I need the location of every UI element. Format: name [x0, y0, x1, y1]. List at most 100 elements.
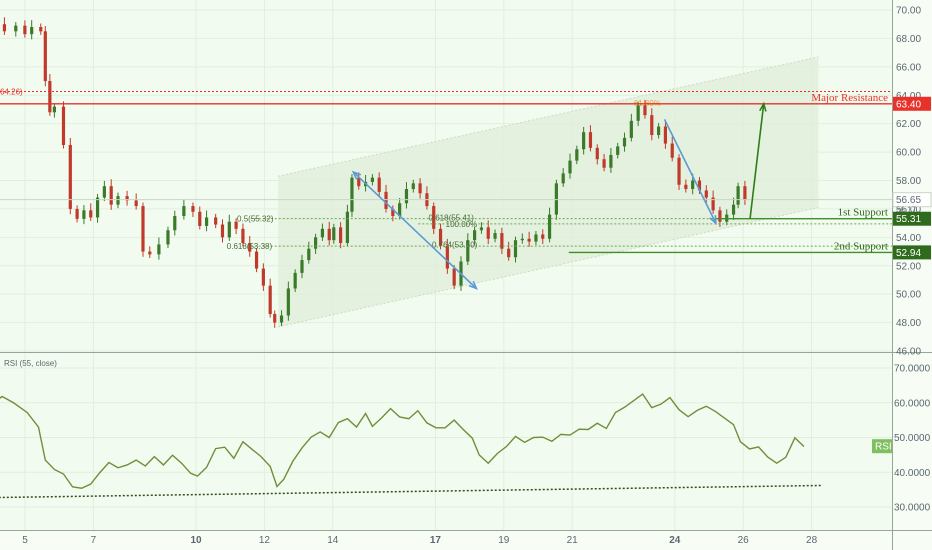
- candle-body: [418, 183, 422, 194]
- candle-body: [398, 203, 402, 217]
- price-tick-label: 58.00: [896, 176, 921, 187]
- second-support-tag-bg: [893, 245, 931, 260]
- time-tick-label: 24: [669, 535, 681, 546]
- candle-body: [157, 244, 161, 255]
- candle-body: [438, 228, 443, 246]
- rsi-tag: RSI: [875, 442, 892, 453]
- candle-body: [452, 268, 456, 286]
- candle-body: [663, 126, 668, 144]
- candle-body: [14, 25, 18, 32]
- major-resistance-label: Major Resistance: [811, 92, 888, 104]
- candle-body: [214, 217, 218, 225]
- candle-body: [116, 196, 120, 205]
- blue-retracement-arrow-head: [351, 170, 362, 180]
- candle-body: [300, 260, 304, 273]
- candle-body: [547, 214, 552, 239]
- candle-body: [89, 210, 93, 218]
- rsi-tick-label: 30.0000: [894, 503, 931, 514]
- candle-body: [609, 154, 613, 168]
- rsi-tick-label: 70.0000: [894, 364, 931, 375]
- candle-body: [670, 143, 674, 158]
- candle-body: [279, 315, 284, 323]
- candle-body: [350, 177, 354, 212]
- time-tick-label: 17: [430, 535, 442, 546]
- price-tick-label: 54.00: [896, 233, 921, 244]
- rsi-tick-label: 60.0000: [894, 398, 931, 409]
- candle-body: [479, 227, 484, 231]
- fib-05-label: 0.5(55.32): [237, 215, 274, 224]
- candle-body: [248, 243, 252, 252]
- candle-body: [173, 216, 177, 231]
- blue-drop-arrow: [663, 119, 717, 224]
- candle-body: [656, 126, 661, 136]
- candle-body: [357, 177, 361, 187]
- second-support-label: 2nd Support: [834, 240, 888, 252]
- candle-body: [568, 160, 572, 174]
- candle-body: [432, 206, 436, 229]
- candle-body: [204, 217, 209, 226]
- blue-drop-arrow-head: [709, 215, 717, 225]
- candle-body: [588, 132, 593, 148]
- price-tick-label: 68.00: [896, 34, 921, 45]
- candle-body: [314, 237, 318, 249]
- candle-body: [736, 186, 740, 205]
- candle-body: [473, 230, 477, 241]
- candle-body: [582, 132, 586, 150]
- candle-body: [622, 137, 627, 147]
- candle-body: [338, 227, 343, 244]
- price-axis-bg: [892, 0, 932, 550]
- candle-body: [697, 180, 702, 191]
- candle-body: [23, 25, 27, 35]
- candle-body: [198, 211, 202, 226]
- candle-body: [561, 173, 565, 184]
- candle-body: [68, 144, 72, 209]
- time-tick-label: 26: [738, 535, 750, 546]
- candle-body: [691, 180, 695, 190]
- price-tick-label: 50.00: [896, 290, 921, 301]
- price-tick-label: 62.00: [896, 119, 921, 130]
- first-support-tag-bg: [893, 211, 931, 226]
- candle-body: [30, 27, 34, 35]
- price-tick-label: 46.00: [896, 347, 921, 358]
- rsi-title: RSI (55, close): [4, 359, 57, 368]
- candle-body: [616, 146, 620, 155]
- major-resistance-tag: 63.40: [896, 99, 921, 110]
- candle-body: [629, 120, 633, 138]
- rsi-tag-bg: [872, 439, 892, 454]
- time-axis-bg: [0, 530, 932, 550]
- channel-lower-line: [277, 207, 819, 328]
- candle-body: [52, 106, 56, 113]
- time-tick-label: 28: [806, 535, 818, 546]
- candle-body: [320, 228, 325, 238]
- candle-body: [148, 251, 152, 255]
- candle-body: [182, 206, 186, 217]
- candle-body: [595, 147, 599, 160]
- last-price-tag-bg: [892, 192, 932, 208]
- price-tick-label: 52.00: [896, 261, 921, 272]
- candle-body: [234, 221, 238, 229]
- rsi-pane-bg: [0, 353, 892, 530]
- candle-body: [520, 238, 524, 241]
- candle-body: [75, 208, 79, 219]
- candle-body: [95, 197, 100, 218]
- fib-100-label: 100.00%: [446, 220, 478, 229]
- time-tick-label: 12: [259, 535, 271, 546]
- candle-body: [61, 106, 66, 145]
- time-tick-label: 10: [190, 535, 202, 546]
- candle-body: [743, 186, 747, 200]
- major-resistance-tag-bg: [893, 96, 931, 111]
- fib-0618-label: 0.618(53.38): [227, 242, 273, 251]
- first-support-tag: 55.31: [896, 214, 921, 225]
- candle-body: [2, 24, 7, 32]
- time-tick-label: 21: [567, 535, 579, 546]
- candle-body: [268, 285, 272, 315]
- candle-body: [554, 183, 558, 215]
- candle-body: [411, 183, 415, 190]
- candle-body: [134, 200, 138, 207]
- candle-body: [82, 210, 86, 219]
- candle-body: [345, 211, 350, 244]
- candle-body: [286, 288, 290, 316]
- candle-body: [273, 314, 277, 323]
- candle-body: [507, 248, 511, 258]
